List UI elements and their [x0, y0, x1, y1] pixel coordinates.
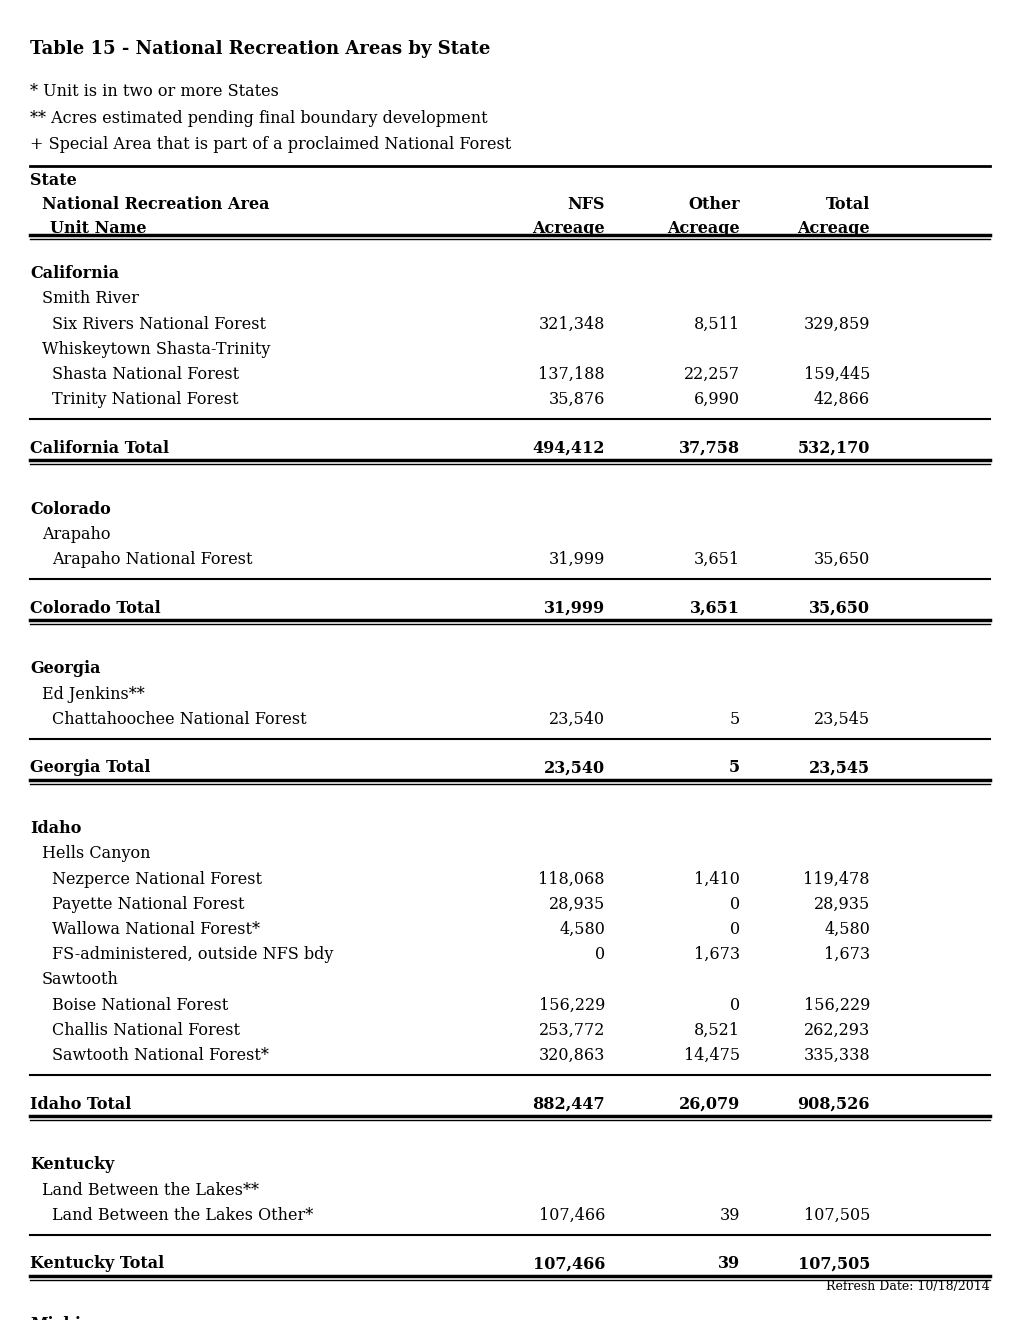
Text: National Recreation Area: National Recreation Area	[42, 197, 269, 214]
Text: ** Acres estimated pending final boundary development: ** Acres estimated pending final boundar…	[30, 110, 487, 127]
Text: California Total: California Total	[30, 440, 169, 457]
Text: 23,540: 23,540	[543, 759, 604, 776]
Text: Wallowa National Forest*: Wallowa National Forest*	[52, 921, 260, 939]
Text: 119,478: 119,478	[803, 871, 869, 887]
Text: Shasta National Forest: Shasta National Forest	[52, 366, 238, 383]
Text: Kentucky Total: Kentucky Total	[30, 1255, 164, 1272]
Text: 5: 5	[729, 759, 739, 776]
Text: 35,650: 35,650	[808, 599, 869, 616]
Text: 0: 0	[730, 921, 739, 939]
Text: Georgia: Georgia	[30, 660, 101, 677]
Text: 23,545: 23,545	[813, 710, 869, 727]
Text: 107,505: 107,505	[797, 1255, 869, 1272]
Text: 321,348: 321,348	[538, 315, 604, 333]
Text: 26,079: 26,079	[678, 1096, 739, 1113]
Text: 1,673: 1,673	[693, 946, 739, 964]
Text: Arapaho National Forest: Arapaho National Forest	[52, 550, 253, 568]
Text: Colorado: Colorado	[30, 500, 111, 517]
Text: 0: 0	[730, 997, 739, 1014]
Text: 253,772: 253,772	[538, 1022, 604, 1039]
Text: 28,935: 28,935	[813, 896, 869, 913]
Text: Payette National Forest: Payette National Forest	[52, 896, 245, 913]
Text: 908,526: 908,526	[797, 1096, 869, 1113]
Text: Nezperce National Forest: Nezperce National Forest	[52, 871, 262, 887]
Text: 23,545: 23,545	[808, 759, 869, 776]
Text: 14,475: 14,475	[683, 1047, 739, 1064]
Text: 23,540: 23,540	[548, 710, 604, 727]
Text: Total: Total	[825, 197, 869, 214]
Text: 31,999: 31,999	[543, 599, 604, 616]
Text: 3,651: 3,651	[689, 599, 739, 616]
Text: 4,580: 4,580	[558, 921, 604, 939]
Text: 107,466: 107,466	[538, 1206, 604, 1224]
Text: Unit Name: Unit Name	[50, 220, 147, 238]
Text: 42,866: 42,866	[813, 391, 869, 408]
Text: Challis National Forest: Challis National Forest	[52, 1022, 239, 1039]
Text: Refresh Date: 10/18/2014: Refresh Date: 10/18/2014	[825, 1280, 989, 1294]
Text: 156,229: 156,229	[538, 997, 604, 1014]
Text: California: California	[30, 265, 119, 282]
Text: Acreage: Acreage	[532, 220, 604, 238]
Text: 1,410: 1,410	[694, 871, 739, 887]
Text: 6,990: 6,990	[693, 391, 739, 408]
Text: Michigan: Michigan	[30, 1316, 114, 1320]
Text: 0: 0	[594, 946, 604, 964]
Text: Sawtooth: Sawtooth	[42, 972, 119, 989]
Text: 3,651: 3,651	[693, 550, 739, 568]
Text: Table 15 - National Recreation Areas by State: Table 15 - National Recreation Areas by …	[30, 40, 490, 58]
Text: State: State	[30, 173, 76, 189]
Text: 532,170: 532,170	[797, 440, 869, 457]
Text: Acreage: Acreage	[797, 220, 869, 238]
Text: 159,445: 159,445	[803, 366, 869, 383]
Text: NFS: NFS	[567, 197, 604, 214]
Text: Boise National Forest: Boise National Forest	[52, 997, 228, 1014]
Text: * Unit is in two or more States: * Unit is in two or more States	[30, 83, 278, 100]
Text: Idaho Total: Idaho Total	[30, 1096, 131, 1113]
Text: 107,505: 107,505	[803, 1206, 869, 1224]
Text: Whiskeytown Shasta-Trinity: Whiskeytown Shasta-Trinity	[42, 341, 270, 358]
Text: 35,650: 35,650	[813, 550, 869, 568]
Text: 335,338: 335,338	[803, 1047, 869, 1064]
Text: Sawtooth National Forest*: Sawtooth National Forest*	[52, 1047, 269, 1064]
Text: Other: Other	[688, 197, 739, 214]
Text: 320,863: 320,863	[538, 1047, 604, 1064]
Text: Arapaho: Arapaho	[42, 525, 110, 543]
Text: 262,293: 262,293	[803, 1022, 869, 1039]
Text: Smith River: Smith River	[42, 290, 139, 308]
Text: Hells Canyon: Hells Canyon	[42, 845, 151, 862]
Text: 882,447: 882,447	[532, 1096, 604, 1113]
Text: 39: 39	[717, 1255, 739, 1272]
Text: Chattahoochee National Forest: Chattahoochee National Forest	[52, 710, 307, 727]
Text: 22,257: 22,257	[684, 366, 739, 383]
Text: Six Rivers National Forest: Six Rivers National Forest	[52, 315, 266, 333]
Text: Ed Jenkins**: Ed Jenkins**	[42, 685, 145, 702]
Text: Land Between the Lakes Other*: Land Between the Lakes Other*	[52, 1206, 313, 1224]
Text: 118,068: 118,068	[538, 871, 604, 887]
Text: 39: 39	[718, 1206, 739, 1224]
Text: 8,511: 8,511	[693, 315, 739, 333]
Text: 137,188: 137,188	[538, 366, 604, 383]
Text: 37,758: 37,758	[679, 440, 739, 457]
Text: Colorado Total: Colorado Total	[30, 599, 160, 616]
Text: 28,935: 28,935	[548, 896, 604, 913]
Text: 5: 5	[729, 710, 739, 727]
Text: 8,521: 8,521	[693, 1022, 739, 1039]
Text: + Special Area that is part of a proclaimed National Forest: + Special Area that is part of a proclai…	[30, 136, 511, 153]
Text: Trinity National Forest: Trinity National Forest	[52, 391, 238, 408]
Text: 4,580: 4,580	[823, 921, 869, 939]
Text: Kentucky: Kentucky	[30, 1156, 114, 1173]
Text: 329,859: 329,859	[803, 315, 869, 333]
Text: Georgia Total: Georgia Total	[30, 759, 150, 776]
Text: FS-administered, outside NFS bdy: FS-administered, outside NFS bdy	[52, 946, 333, 964]
Text: Land Between the Lakes**: Land Between the Lakes**	[42, 1181, 259, 1199]
Text: 494,412: 494,412	[532, 440, 604, 457]
Text: 107,466: 107,466	[532, 1255, 604, 1272]
Text: Idaho: Idaho	[30, 820, 82, 837]
Text: 0: 0	[730, 896, 739, 913]
Text: 31,999: 31,999	[548, 550, 604, 568]
Text: 1,673: 1,673	[823, 946, 869, 964]
Text: 156,229: 156,229	[803, 997, 869, 1014]
Text: 35,876: 35,876	[548, 391, 604, 408]
Text: Acreage: Acreage	[666, 220, 739, 238]
